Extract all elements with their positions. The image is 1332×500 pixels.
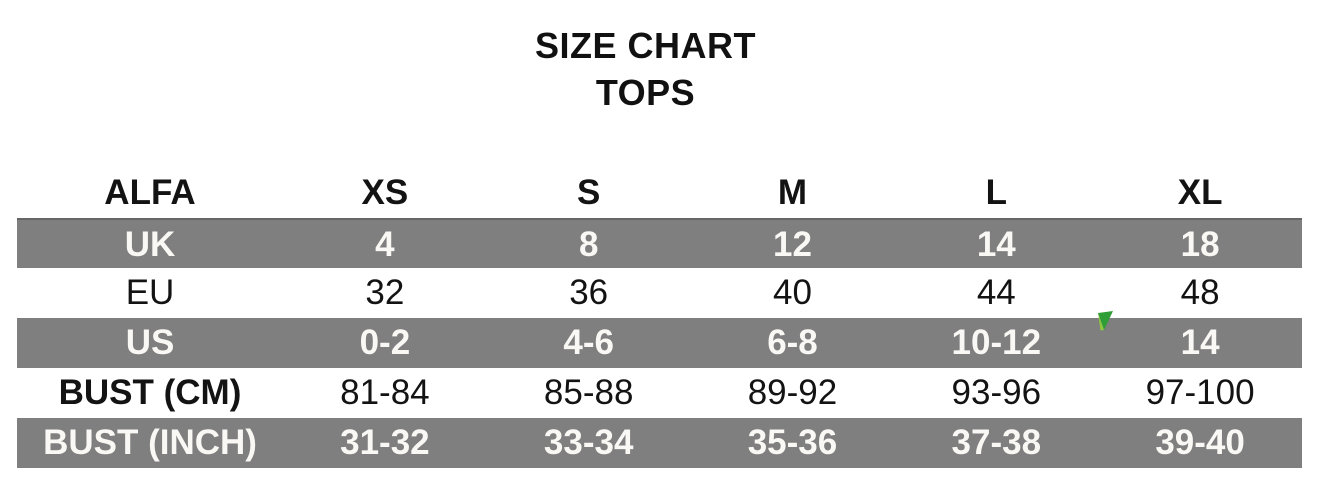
- cell-eu-m: 40: [773, 273, 812, 312]
- cell-eu-xl: 48: [1180, 273, 1220, 312]
- row-label-us: US: [125, 323, 175, 362]
- cell-us-xl: 14: [1180, 323, 1220, 362]
- cell-bust-cm-xl: 97-100: [1145, 373, 1255, 412]
- cell-bust-cm-m: 89-92: [747, 373, 838, 412]
- row-label-uk: UK: [124, 225, 176, 264]
- green-wedge-icon: [1098, 311, 1113, 331]
- table-row-bust-inch: BUST (INCH) 31-32 33-34 35-36 37-38 39-4…: [17, 418, 1302, 468]
- cell-uk-m: 12: [773, 225, 812, 264]
- cell-us-xs: 0-2: [359, 323, 411, 362]
- cell-bust-inch-xl: 39-40: [1155, 423, 1245, 462]
- title-line-1: SIZE CHART: [535, 25, 756, 66]
- cell-eu-xs: 32: [365, 273, 405, 312]
- cell-bust-cm-xs: 81-84: [340, 373, 430, 412]
- cell-uk-s: 8: [578, 225, 599, 264]
- cell-bust-inch-m: 35-36: [747, 423, 838, 462]
- header-cell-xl: XL: [1177, 173, 1223, 212]
- cell-uk-xl: 18: [1180, 225, 1220, 264]
- row-label-eu: EU: [125, 273, 175, 312]
- cell-bust-cm-l: 93-96: [951, 373, 1042, 412]
- table-row-eu: EU 32 36 40 44 48: [17, 268, 1302, 318]
- header-cell-l: L: [985, 173, 1007, 212]
- cell-uk-l: 14: [976, 225, 1016, 264]
- cell-uk-xs: 4: [375, 225, 395, 264]
- cell-bust-cm-s: 85-88: [543, 373, 634, 412]
- table-row-us: US 0-2 4-6 6-8 10-12 14: [17, 318, 1302, 368]
- size-chart-table: ALFA XS S M L XL UK 4 8 12 14 18 EU 32 3…: [17, 168, 1302, 468]
- cell-bust-inch-l: 37-38: [951, 423, 1042, 462]
- page-title: SIZE CHART TOPS: [3, 22, 1288, 116]
- cell-us-s: 4-6: [563, 323, 614, 362]
- header-cell-xs: XS: [361, 173, 409, 212]
- cell-eu-l: 44: [976, 273, 1016, 312]
- cell-eu-s: 36: [569, 273, 609, 312]
- row-label-bust-inch: BUST (INCH): [43, 423, 257, 462]
- title-line-2: TOPS: [595, 72, 696, 113]
- cell-bust-inch-xs: 31-32: [340, 423, 430, 462]
- cell-bust-inch-s: 33-34: [543, 423, 634, 462]
- table-header-row: ALFA XS S M L XL: [17, 168, 1302, 218]
- header-cell-s: S: [577, 173, 601, 212]
- table-row-uk: UK 4 8 12 14 18: [17, 218, 1302, 268]
- row-label-bust-cm: BUST (CM): [58, 373, 242, 412]
- header-cell-alfa: ALFA: [104, 173, 196, 212]
- header-cell-m: M: [777, 173, 808, 212]
- table-row-bust-cm: BUST (CM) 81-84 85-88 89-92 93-96 97-100: [17, 368, 1302, 418]
- cell-us-l: 10-12: [951, 323, 1042, 362]
- cell-us-m: 6-8: [767, 323, 818, 362]
